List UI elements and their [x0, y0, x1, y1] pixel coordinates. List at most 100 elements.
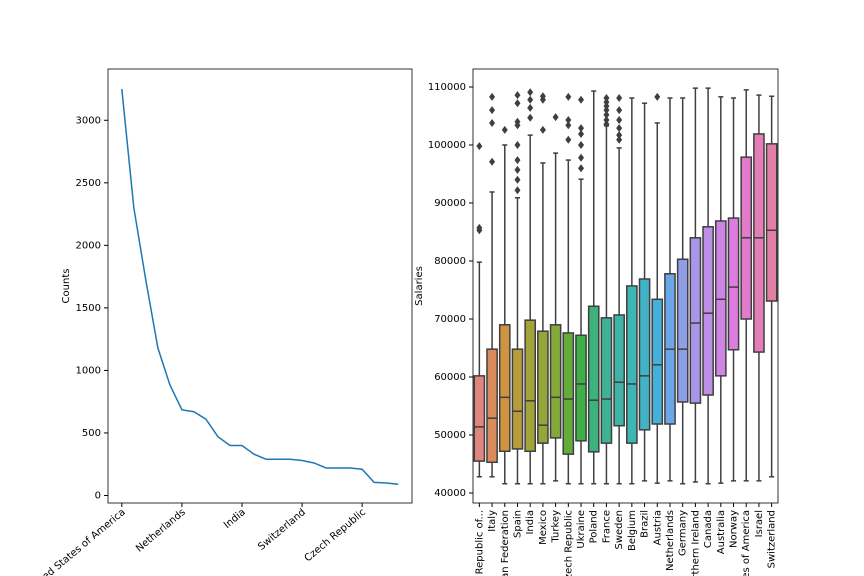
box: [511, 348, 524, 450]
x-tick-label: France: [601, 510, 612, 543]
flier: [527, 103, 534, 112]
box: [575, 334, 587, 442]
x-tick-label: Australia: [716, 510, 727, 554]
flier: [616, 124, 623, 133]
x-tick-label: United States of America: [741, 510, 752, 576]
y-tick-label: 60000: [434, 372, 466, 383]
flier: [578, 140, 585, 149]
flier: [489, 118, 496, 127]
x-tick-label: Israel: [754, 510, 765, 537]
flier: [514, 99, 521, 108]
flier: [616, 131, 623, 140]
x-tick-label: Switzerland: [256, 507, 308, 553]
flier: [527, 95, 534, 104]
flier: [603, 102, 610, 111]
flier: [514, 165, 521, 174]
box: [676, 258, 689, 403]
box: [638, 278, 651, 431]
flier: [616, 135, 623, 144]
flier: [514, 175, 521, 184]
y-axis-label: Counts: [61, 269, 72, 304]
flier: [514, 117, 521, 126]
flier: [539, 92, 546, 101]
flier: [565, 135, 572, 144]
box: [537, 330, 549, 444]
flier: [616, 94, 623, 103]
box: [753, 133, 765, 353]
flier: [514, 91, 521, 100]
y-tick-label: 40000: [434, 488, 466, 499]
x-tick-label: Poland: [589, 510, 600, 543]
x-tick-label: Norway: [729, 510, 740, 548]
flier: [578, 129, 585, 138]
x-tick-label: Sweden: [614, 510, 625, 550]
box: [562, 332, 575, 455]
x-tick-label: Spain: [512, 510, 523, 538]
flier: [603, 116, 610, 125]
flier: [501, 125, 508, 134]
flier: [514, 186, 521, 195]
box: [689, 237, 702, 404]
flier: [552, 113, 559, 122]
axes-frame: [107, 68, 413, 504]
x-tick-label: Belgium: [627, 510, 638, 551]
flier: [476, 142, 483, 151]
flier: [603, 110, 610, 119]
flier: [539, 125, 546, 134]
x-tick-label: Netherlands: [665, 510, 676, 571]
flier: [616, 106, 623, 115]
flier: [603, 98, 610, 107]
y-tick-label: 500: [82, 428, 101, 439]
y-axis-label: Salaries: [414, 266, 425, 306]
x-tick-label: Italy: [487, 510, 498, 532]
flier: [616, 116, 623, 125]
x-tick-label: India: [222, 507, 248, 531]
flier: [565, 92, 572, 101]
x-tick-label: Russian Federation: [500, 510, 511, 576]
box: [524, 319, 537, 453]
box: [613, 314, 625, 427]
box: [587, 305, 600, 453]
flier: [514, 156, 521, 165]
x-tick-label: Canada: [703, 510, 714, 548]
x-tick-label: Czech Republic: [303, 507, 368, 564]
flier: [603, 120, 610, 129]
flier: [514, 140, 521, 149]
y-tick-label: 1500: [76, 303, 101, 314]
x-tick-label: Turkey: [551, 510, 562, 544]
flier: [578, 164, 585, 173]
y-tick-label: 0: [95, 490, 101, 501]
box: [626, 285, 638, 444]
x-tick-label: Mexico: [538, 510, 549, 545]
box: [486, 348, 498, 464]
flier: [527, 88, 534, 97]
flier: [578, 124, 585, 133]
box: [549, 324, 562, 439]
y-tick-label: 50000: [434, 430, 466, 441]
x-tick-label: India: [525, 510, 536, 535]
box: [600, 317, 613, 444]
x-tick-label: United States of America: [25, 507, 128, 576]
flier: [578, 153, 585, 162]
x-tick-label: Switzerland: [767, 510, 778, 568]
box: [714, 220, 727, 377]
y-tick-label: 90000: [434, 198, 466, 209]
box: [765, 143, 778, 302]
box: [498, 324, 511, 453]
y-tick-label: 100000: [428, 140, 466, 151]
x-tick-label: Brazil: [640, 510, 651, 538]
flier: [603, 94, 610, 103]
box: [473, 375, 486, 462]
flier: [489, 106, 496, 115]
flier: [565, 116, 572, 125]
x-tick-label: Netherlands: [134, 507, 188, 555]
flier: [578, 95, 585, 104]
y-tick-label: 3000: [76, 115, 101, 126]
x-tick-label: Ukraine: [576, 510, 587, 549]
box: [702, 226, 714, 396]
y-tick-label: 2000: [76, 240, 101, 251]
x-tick-label: United Kingdom of Great Britain and Nort…: [690, 510, 701, 576]
x-tick-label: Austria: [652, 510, 663, 545]
flier: [527, 113, 534, 122]
y-tick-label: 2500: [76, 178, 101, 189]
